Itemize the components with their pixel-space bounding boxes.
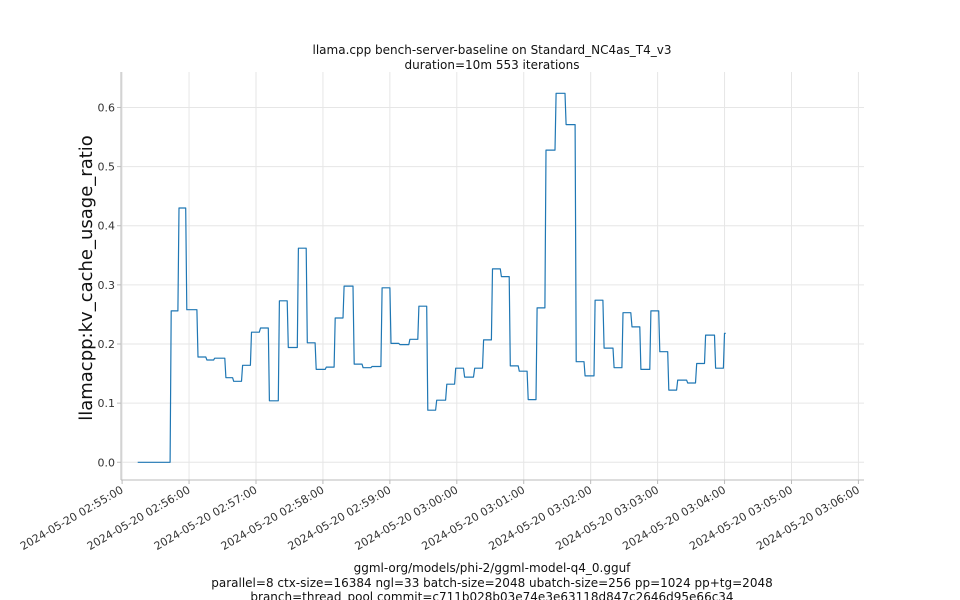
series-area bbox=[137, 92, 726, 463]
y-tick-label: 0.4 bbox=[98, 220, 116, 233]
footer-params: parallel=8 ctx-size=16384 ngl=33 batch-s… bbox=[211, 576, 772, 590]
grid-lines bbox=[121, 72, 864, 480]
chart-title: llama.cpp bench-server-baseline on Stand… bbox=[313, 43, 672, 57]
y-tick-label: 0.6 bbox=[98, 101, 116, 114]
footer-model: ggml-org/models/phi-2/ggml-model-q4_0.gg… bbox=[354, 561, 632, 575]
footer-branch: branch=thread_pool commit=c711b028b03e74… bbox=[250, 590, 733, 600]
y-tick-label: 0.5 bbox=[98, 161, 116, 174]
y-axis-label: llamacpp:kv_cache_usage_ratio bbox=[76, 135, 97, 421]
y-tick-label: 0.0 bbox=[98, 456, 116, 469]
y-tick-label: 0.1 bbox=[98, 397, 116, 410]
chart-subtitle: duration=10m 553 iterations bbox=[405, 58, 580, 72]
y-tick-label: 0.3 bbox=[98, 279, 116, 292]
y-tick-labels: 0.0 0.1 0.2 0.3 0.4 0.5 0.6 bbox=[98, 101, 121, 469]
series-line bbox=[137, 92, 726, 463]
y-tick-label: 0.2 bbox=[98, 338, 116, 351]
